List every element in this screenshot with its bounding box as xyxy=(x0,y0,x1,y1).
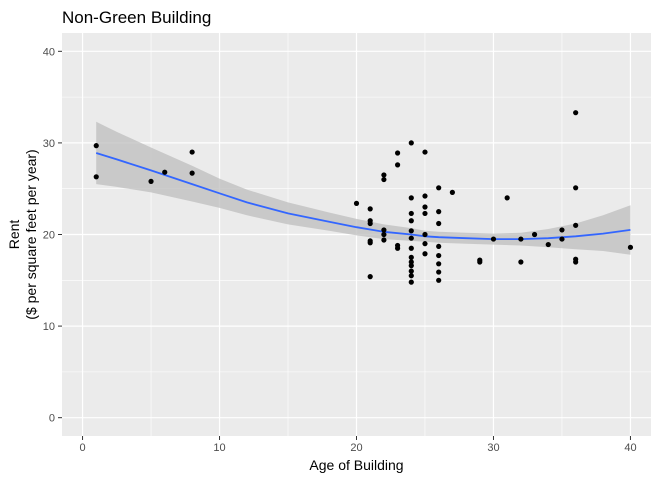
data-point xyxy=(449,189,455,195)
data-point xyxy=(367,274,373,280)
data-point xyxy=(436,277,442,283)
data-point xyxy=(490,236,497,242)
data-point xyxy=(436,243,442,250)
data-point xyxy=(559,236,565,242)
data-point xyxy=(148,178,154,184)
data-point xyxy=(381,227,387,233)
data-point xyxy=(422,149,428,155)
data-point xyxy=(545,241,551,248)
x-tick-label: 40 xyxy=(624,442,636,454)
data-point xyxy=(367,206,373,212)
data-point xyxy=(436,185,442,191)
data-point xyxy=(408,218,414,224)
data-point xyxy=(93,174,99,180)
data-point xyxy=(408,195,414,201)
data-point xyxy=(477,259,483,265)
data-point xyxy=(367,220,373,227)
data-point xyxy=(436,261,442,267)
data-point xyxy=(408,259,414,265)
data-point xyxy=(408,140,414,146)
data-point xyxy=(518,259,524,265)
chart-title: Non-Green Building xyxy=(62,8,211,27)
data-point xyxy=(518,236,524,242)
data-point xyxy=(436,269,442,275)
data-point xyxy=(394,245,401,251)
data-point xyxy=(531,231,538,238)
data-point xyxy=(381,231,387,238)
data-point xyxy=(408,263,414,269)
y-axis-label-line2: ($ per square feet per year) xyxy=(23,149,39,319)
data-points xyxy=(93,110,634,285)
data-point xyxy=(408,279,414,285)
data-point xyxy=(189,149,195,155)
data-point xyxy=(422,204,428,210)
data-point xyxy=(436,252,442,259)
data-point xyxy=(573,185,579,191)
x-tick-label: 30 xyxy=(487,442,499,454)
data-point xyxy=(381,237,387,243)
y-tick-label: 30 xyxy=(43,138,55,150)
x-tick-label: 0 xyxy=(79,442,85,454)
data-point xyxy=(381,176,387,183)
data-point xyxy=(559,227,565,233)
data-point xyxy=(573,259,579,265)
data-point xyxy=(408,254,414,260)
data-point xyxy=(381,172,387,178)
x-tick-label: 20 xyxy=(350,442,362,454)
y-axis-label-line1: Rent xyxy=(6,220,22,250)
data-point xyxy=(394,162,401,168)
data-point xyxy=(573,110,579,116)
data-point xyxy=(394,150,401,156)
y-tick-label: 40 xyxy=(43,46,55,58)
data-point xyxy=(422,251,428,257)
smooth-line xyxy=(95,152,631,240)
data-point xyxy=(436,220,442,227)
data-point xyxy=(353,200,360,206)
data-point xyxy=(367,240,373,246)
data-point xyxy=(422,193,428,199)
y-axis-ticks: 0 10 20 30 40 xyxy=(43,46,62,425)
y-tick-label: 0 xyxy=(49,413,55,425)
x-axis-label: Age of Building xyxy=(309,457,403,473)
data-point xyxy=(422,241,428,247)
data-point xyxy=(422,231,428,238)
data-point xyxy=(408,235,414,241)
data-point xyxy=(93,143,99,149)
data-point xyxy=(189,170,195,176)
data-point xyxy=(422,210,428,217)
data-point xyxy=(408,268,414,274)
y-tick-label: 20 xyxy=(43,230,55,242)
data-point xyxy=(573,222,579,228)
data-point xyxy=(627,244,634,250)
data-point xyxy=(162,169,168,175)
data-point xyxy=(408,228,414,234)
data-point xyxy=(408,210,414,217)
data-point xyxy=(504,195,510,201)
x-tick-label: 10 xyxy=(213,442,225,454)
x-axis-ticks: 0 10 20 30 40 xyxy=(79,436,637,454)
y-tick-label: 10 xyxy=(43,321,55,333)
data-point xyxy=(408,245,414,251)
data-point xyxy=(408,273,414,279)
data-point xyxy=(436,209,442,215)
